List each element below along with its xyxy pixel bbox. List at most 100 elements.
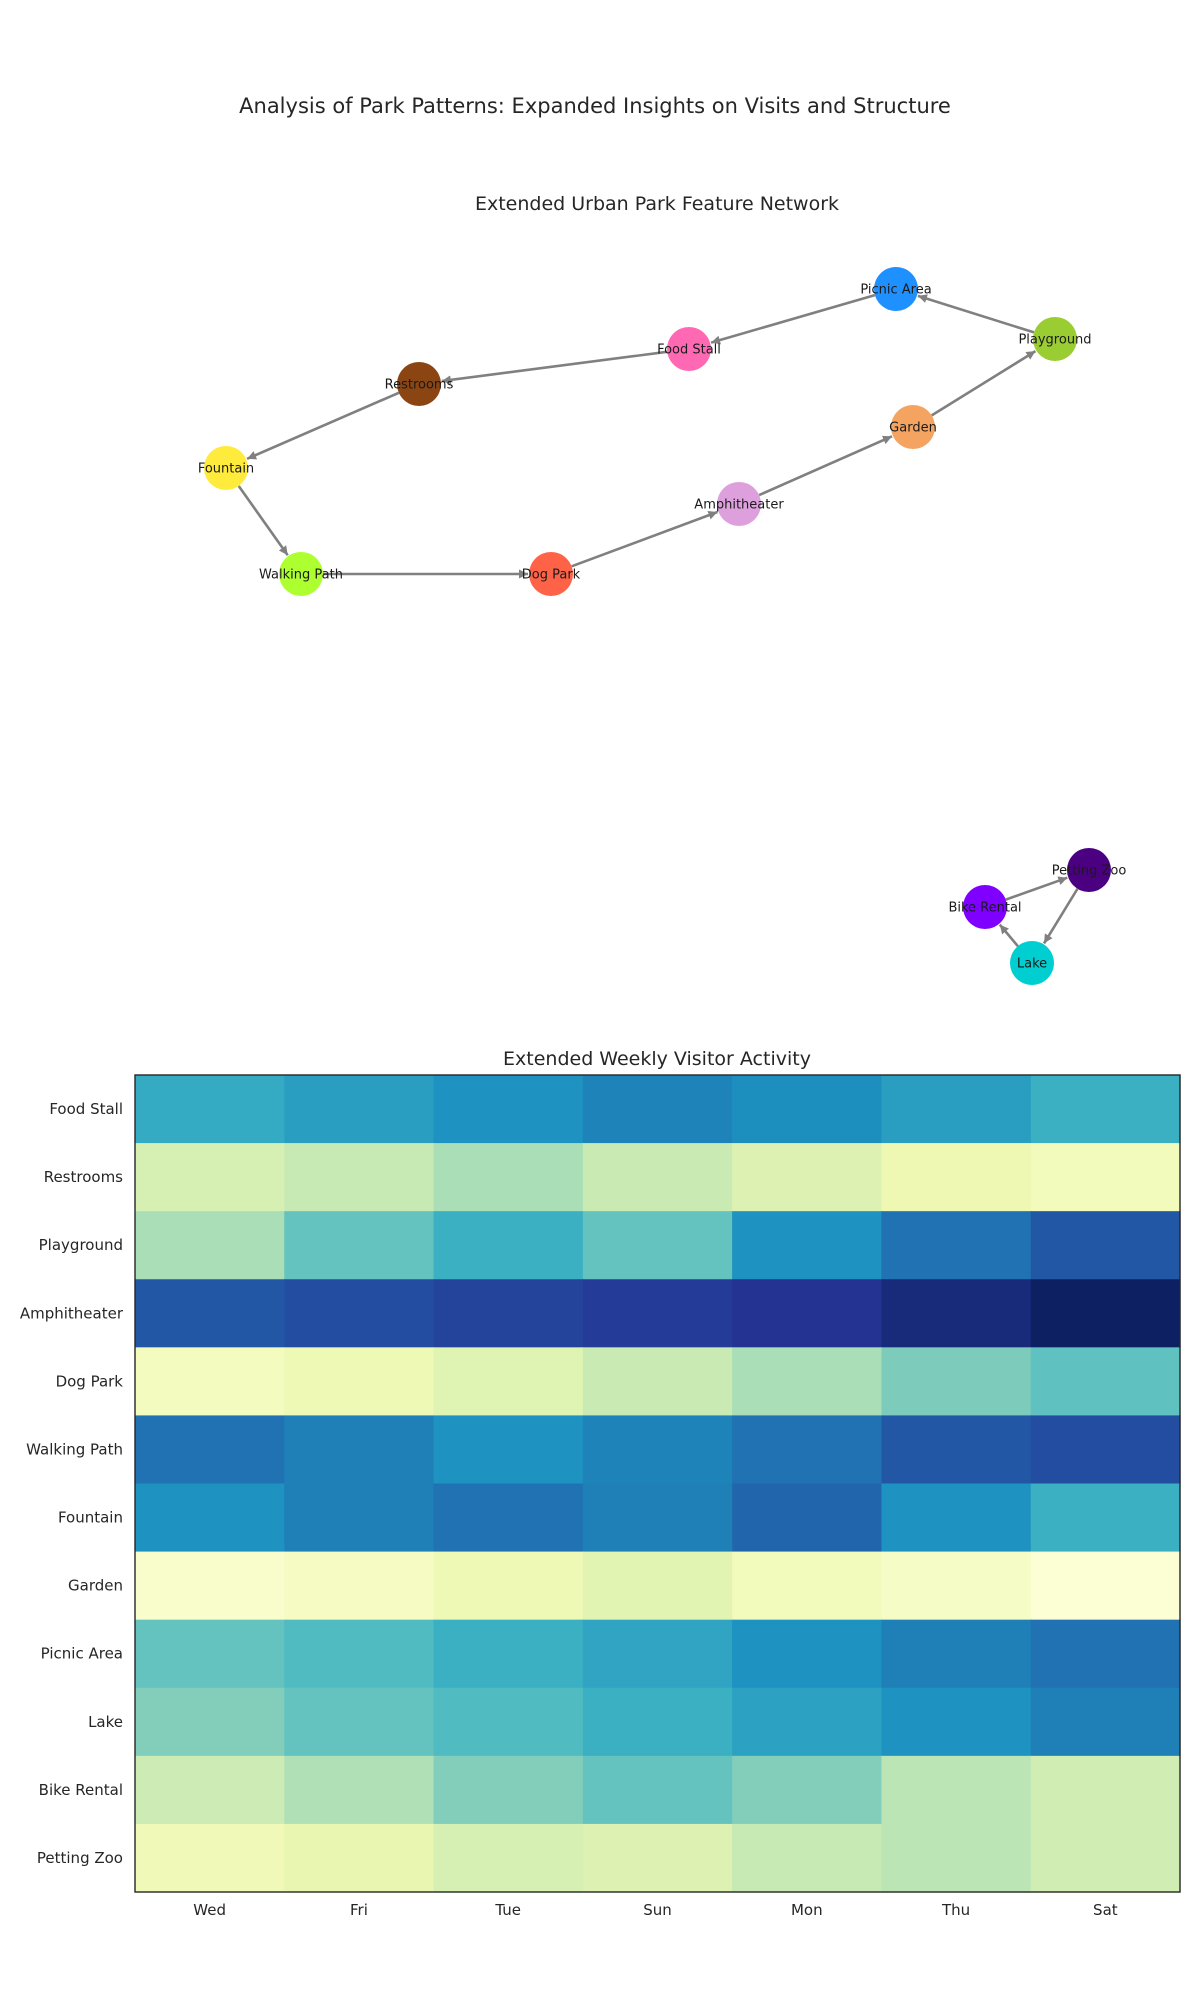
node-label-picnic-area: Picnic Area xyxy=(860,283,931,298)
heatmap-cell-playground-mon xyxy=(732,1211,882,1280)
node-label-food-stall: Food Stall xyxy=(657,343,721,358)
y-tick-label-petting-zoo: Petting Zoo xyxy=(37,1849,123,1867)
node-label-restrooms: Restrooms xyxy=(385,378,454,393)
network-graph: Picnic Area Playground Food Stall Restrooms… xyxy=(198,267,1127,985)
heatmap-title: Extended Weekly Visitor Activity xyxy=(503,1048,811,1070)
x-tick-label-fri: Fri xyxy=(350,1901,368,1919)
heatmap-cell-food-stall-sat xyxy=(1031,1075,1181,1144)
heatmap-cell-dog-park-fri xyxy=(284,1347,434,1416)
edge-petting-zoo-to-lake xyxy=(1044,889,1077,944)
heatmap-cell-amphitheater-wed xyxy=(135,1279,285,1348)
edge-fountain-to-walking-path xyxy=(239,486,288,555)
heatmap-cell-fountain-tue xyxy=(434,1484,584,1553)
heatmap-cell-dog-park-wed xyxy=(135,1347,285,1416)
heatmap-cell-lake-mon xyxy=(732,1688,882,1757)
edge-restrooms-to-fountain xyxy=(247,393,399,459)
heatmap-cell-garden-sun xyxy=(583,1552,733,1621)
network-edges xyxy=(239,295,1078,946)
y-tick-label-playground: Playground xyxy=(39,1236,123,1254)
heatmap-cell-lake-wed xyxy=(135,1688,285,1757)
heatmap-cell-fountain-fri xyxy=(284,1484,434,1553)
node-label-lake: Lake xyxy=(1017,957,1047,972)
node-label-walking-path: Walking Path xyxy=(259,568,343,583)
heatmap-cell-restrooms-fri xyxy=(284,1143,434,1212)
heatmap-cell-amphitheater-fri xyxy=(284,1279,434,1348)
heatmap-cell-dog-park-thu xyxy=(881,1347,1031,1416)
heatmap-cell-bike-rental-sat xyxy=(1031,1756,1181,1825)
heatmap-cell-walking-path-mon xyxy=(732,1415,882,1484)
heatmap-cell-dog-park-sat xyxy=(1031,1347,1181,1416)
heatmap-cell-dog-park-tue xyxy=(434,1347,584,1416)
edge-garden-to-playground xyxy=(932,351,1036,415)
heatmap-cell-food-stall-mon xyxy=(732,1075,882,1144)
heatmap-cell-playground-sat xyxy=(1031,1211,1181,1280)
heatmap-cell-petting-zoo-thu xyxy=(881,1824,1031,1893)
heatmap-cell-bike-rental-mon xyxy=(732,1756,882,1825)
heatmap-cell-restrooms-wed xyxy=(135,1143,285,1212)
node-label-dog-park: Dog Park xyxy=(522,568,581,583)
node-label-fountain: Fountain xyxy=(198,462,254,477)
heatmap-cell-bike-rental-tue xyxy=(434,1756,584,1825)
heatmap-cell-amphitheater-sun xyxy=(583,1279,733,1348)
heatmap-cell-picnic-area-wed xyxy=(135,1620,285,1689)
edge-amphitheater-to-garden xyxy=(759,436,892,495)
node-label-petting-zoo: Petting Zoo xyxy=(1052,864,1127,879)
heatmap-cell-petting-zoo-wed xyxy=(135,1824,285,1893)
heatmap-cell-food-stall-tue xyxy=(434,1075,584,1144)
heatmap-cell-fountain-sat xyxy=(1031,1484,1181,1553)
edge-picnic-area-to-food-stall xyxy=(711,295,875,342)
heatmap-cell-bike-rental-sun xyxy=(583,1756,733,1825)
edge-bike-rental-to-petting-zoo xyxy=(1006,878,1068,900)
heatmap-cell-playground-fri xyxy=(284,1211,434,1280)
edge-lake-to-bike-rental xyxy=(1000,925,1018,947)
heatmap-cell-picnic-area-thu xyxy=(881,1620,1031,1689)
heatmap-cell-walking-path-sat xyxy=(1031,1415,1181,1484)
node-label-bike-rental: Bike Rental xyxy=(948,901,1021,916)
heatmap-cells xyxy=(135,1075,1181,1893)
edge-food-stall-to-restrooms xyxy=(442,352,667,381)
heatmap-cell-playground-sun xyxy=(583,1211,733,1280)
y-tick-label-restrooms: Restrooms xyxy=(44,1168,123,1186)
x-tick-label-mon: Mon xyxy=(791,1901,823,1919)
network-nodes: Picnic Area Playground Food Stall Restrooms… xyxy=(198,267,1127,985)
heatmap-cell-petting-zoo-tue xyxy=(434,1824,584,1893)
heatmap-cell-restrooms-mon xyxy=(732,1143,882,1212)
y-tick-label-dog-park: Dog Park xyxy=(56,1372,124,1390)
heatmap-cell-picnic-area-sun xyxy=(583,1620,733,1689)
x-tick-label-thu: Thu xyxy=(941,1901,970,1919)
heatmap-cell-walking-path-wed xyxy=(135,1415,285,1484)
heatmap-cell-restrooms-sat xyxy=(1031,1143,1181,1212)
heatmap-cell-amphitheater-thu xyxy=(881,1279,1031,1348)
heatmap-y-ticks: Food StallRestroomsPlaygroundAmphitheate… xyxy=(20,1100,124,1867)
heatmap-cell-picnic-area-sat xyxy=(1031,1620,1181,1689)
heatmap-cell-fountain-thu xyxy=(881,1484,1031,1553)
heatmap-cell-amphitheater-sat xyxy=(1031,1279,1181,1348)
heatmap-cell-bike-rental-thu xyxy=(881,1756,1031,1825)
heatmap-cell-walking-path-sun xyxy=(583,1415,733,1484)
heatmap-cell-food-stall-fri xyxy=(284,1075,434,1144)
y-tick-label-bike-rental: Bike Rental xyxy=(39,1781,123,1799)
heatmap-cell-lake-fri xyxy=(284,1688,434,1757)
node-label-garden: Garden xyxy=(889,421,937,436)
y-tick-label-lake: Lake xyxy=(88,1713,123,1731)
heatmap-cell-petting-zoo-sun xyxy=(583,1824,733,1893)
heatmap-cell-garden-fri xyxy=(284,1552,434,1621)
x-tick-label-sat: Sat xyxy=(1093,1901,1118,1919)
node-label-playground: Playground xyxy=(1018,333,1091,348)
heatmap-cell-amphitheater-tue xyxy=(434,1279,584,1348)
heatmap-cell-food-stall-thu xyxy=(881,1075,1031,1144)
heatmap-cell-bike-rental-fri xyxy=(284,1756,434,1825)
heatmap-cell-restrooms-sun xyxy=(583,1143,733,1212)
heatmap-cell-picnic-area-tue xyxy=(434,1620,584,1689)
edge-dog-park-to-amphitheater xyxy=(572,512,718,566)
heatmap-cell-walking-path-fri xyxy=(284,1415,434,1484)
heatmap-cell-food-stall-sun xyxy=(583,1075,733,1144)
y-tick-label-garden: Garden xyxy=(68,1577,123,1595)
heatmap-cell-petting-zoo-fri xyxy=(284,1824,434,1893)
network-title: Extended Urban Park Feature Network xyxy=(475,193,839,215)
x-tick-label-sun: Sun xyxy=(643,1901,672,1919)
heatmap-cell-playground-wed xyxy=(135,1211,285,1280)
heatmap-cell-lake-thu xyxy=(881,1688,1031,1757)
heatmap-cell-picnic-area-fri xyxy=(284,1620,434,1689)
